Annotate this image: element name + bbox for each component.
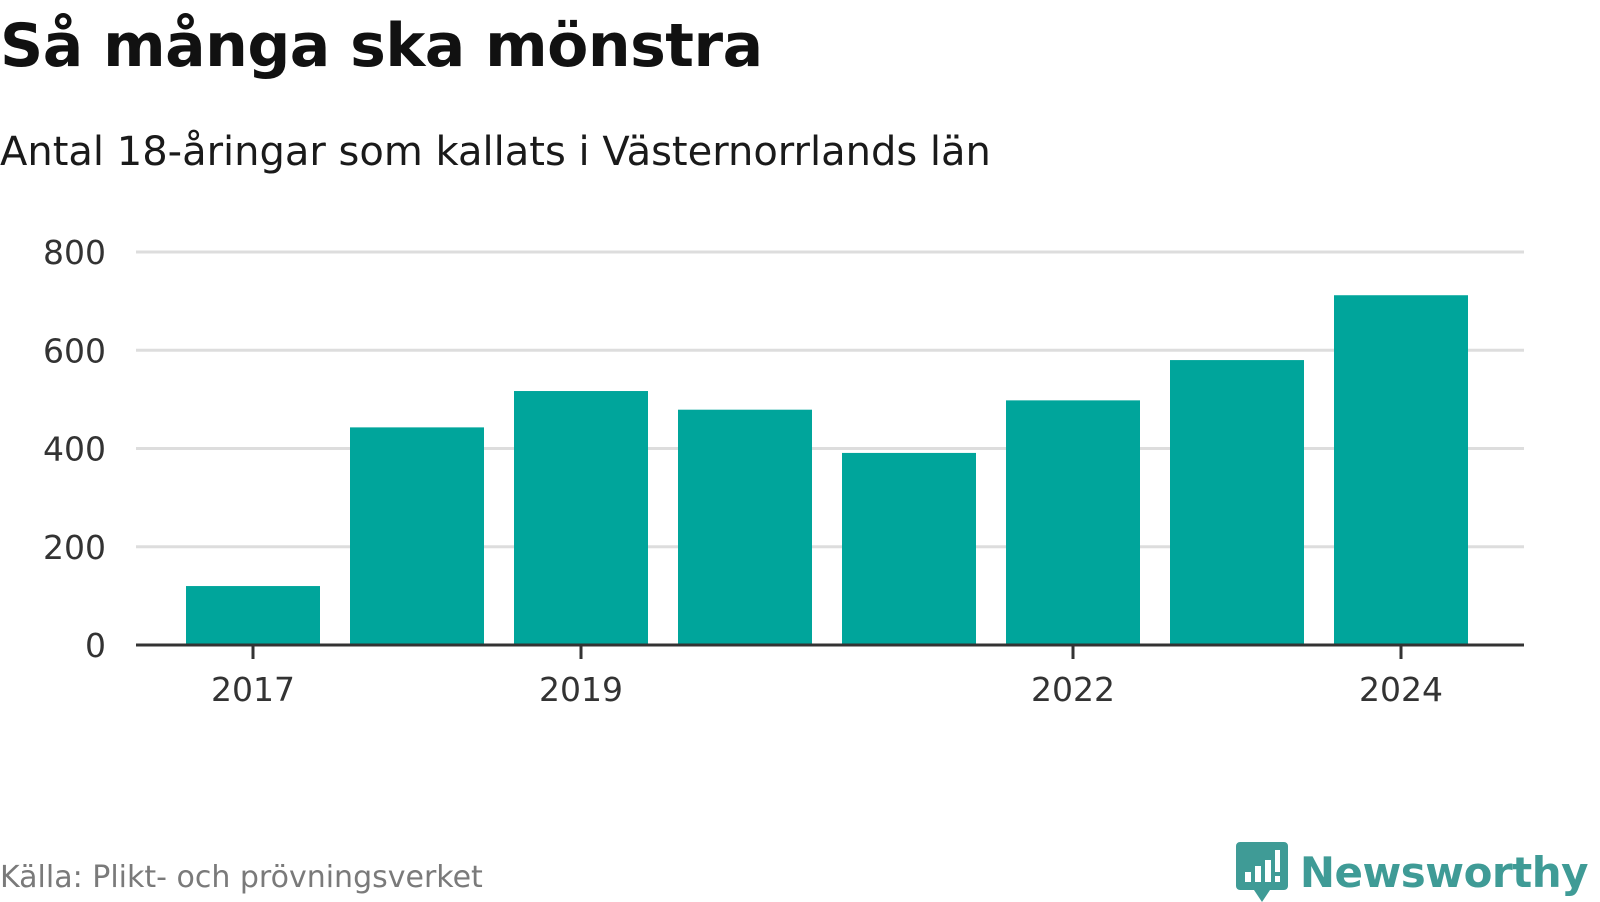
bar-2017 xyxy=(186,586,320,645)
bar-2021 xyxy=(842,452,976,645)
source-note: Källa: Plikt- och prövningsverket xyxy=(0,860,483,895)
chart-title: Så många ska mönstra xyxy=(0,11,763,81)
x-tick-label: 2022 xyxy=(1031,670,1115,709)
brand-name: Newsworthy xyxy=(1299,847,1589,897)
y-tick-label: 0 xyxy=(85,626,106,665)
y-tick-label: 400 xyxy=(43,430,106,469)
bar-2018 xyxy=(350,427,484,645)
chart-subtitle: Antal 18-åringar som kallats i Västernor… xyxy=(0,129,991,175)
brand-logo: Newsworthy xyxy=(1235,842,1589,902)
y-tick-label: 800 xyxy=(43,233,106,272)
y-tick-label: 200 xyxy=(43,528,106,567)
y-tick-label: 600 xyxy=(43,331,106,370)
bar-2020 xyxy=(678,409,812,645)
bar-chart-speech-bubble-icon xyxy=(1235,842,1288,902)
bar-2024 xyxy=(1334,295,1468,645)
bar-2023 xyxy=(1170,360,1304,645)
x-tick-label: 2024 xyxy=(1359,670,1443,709)
bar-2019 xyxy=(514,391,648,645)
x-tick-label: 2017 xyxy=(211,670,295,709)
x-tick-label: 2019 xyxy=(539,670,623,709)
bar-2022 xyxy=(1006,400,1140,645)
